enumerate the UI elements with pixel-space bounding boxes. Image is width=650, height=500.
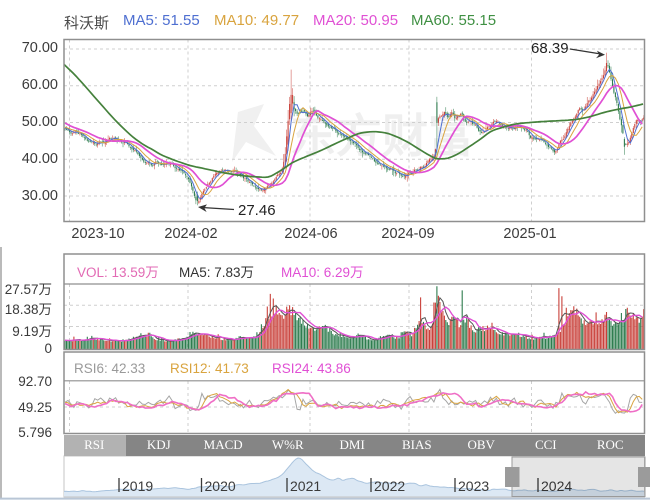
svg-text:27.46: 27.46: [238, 202, 276, 219]
svg-text:2022: 2022: [374, 478, 405, 494]
svg-text:2024: 2024: [541, 478, 572, 494]
svg-text:68.39: 68.39: [531, 40, 569, 57]
svg-text:2021: 2021: [290, 478, 321, 494]
svg-text:2023: 2023: [458, 478, 489, 494]
svg-text:2019: 2019: [122, 478, 153, 494]
svg-text:2020: 2020: [205, 478, 236, 494]
